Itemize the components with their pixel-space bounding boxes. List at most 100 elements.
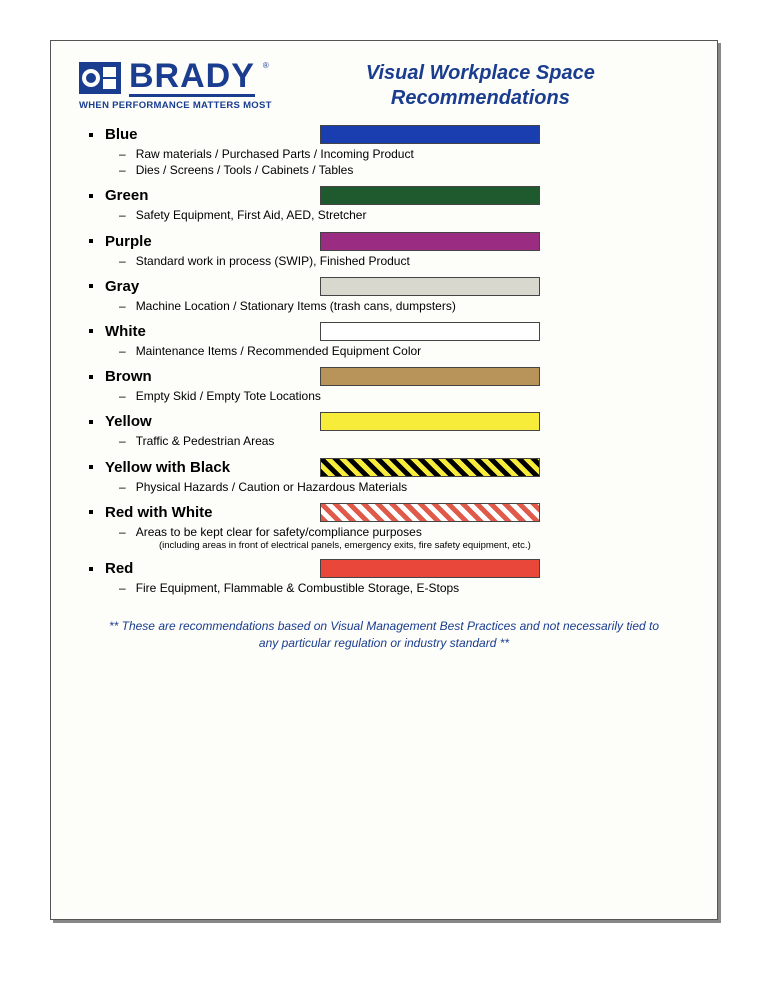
color-description-text: Fire Equipment, Flammable & Combustible … [136,580,459,596]
reg-mark: ® [263,61,269,70]
info-card: BRADY ® WHEN PERFORMANCE MATTERS MOST Vi… [50,40,718,920]
bullet-icon [89,510,93,514]
color-name: Green [105,187,320,204]
color-description-text: Raw materials / Purchased Parts / Incomi… [136,146,414,162]
color-description-text: Traffic & Pedestrian Areas [136,433,275,449]
color-entry-head: Yellow with Black [89,458,689,477]
color-entry: Gray –Machine Location / Stationary Items… [89,277,689,314]
brand-tagline: WHEN PERFORMANCE MATTERS MOST [79,100,272,111]
title-line-1: Visual Workplace Space [272,61,689,86]
color-entry: Green –Safety Equipment, First Aid, AED, … [89,186,689,223]
color-entry-head: Gray [89,277,689,296]
color-entry: Brown –Empty Skid / Empty Tote Locations [89,367,689,404]
color-descriptions: –Machine Location / Stationary Items (tr… [119,298,689,314]
brand-name: BRADY [129,59,255,97]
color-swatch [320,232,540,251]
color-swatch [320,186,540,205]
bullet-icon [89,567,93,571]
dash-icon: – [119,298,126,314]
color-description-text: Standard work in process (SWIP), Finishe… [136,253,410,269]
color-swatch [320,277,540,296]
dash-icon: – [119,433,126,449]
bullet-icon [89,133,93,137]
color-entry-head: Blue [89,125,689,144]
color-name: Purple [105,233,320,250]
color-descriptions: –Maintenance Items / Recommended Equipme… [119,343,689,359]
color-description-text: Dies / Screens / Tools / Cabinets / Tabl… [136,162,354,178]
color-description-text: Safety Equipment, First Aid, AED, Stretc… [136,207,367,223]
color-name: Gray [105,278,320,295]
dash-icon: – [119,343,126,359]
dash-icon: – [119,388,126,404]
color-descriptions: –Physical Hazards / Caution or Hazardous… [119,479,689,495]
color-entry: Yellow –Traffic & Pedestrian Areas [89,412,689,449]
color-entry: Yellow with Black –Physical Hazards / Cau… [89,458,689,495]
color-swatch [320,322,540,341]
color-name: Yellow [105,413,320,430]
bullet-icon [89,465,93,469]
color-description-line: –Dies / Screens / Tools / Cabinets / Tab… [119,162,689,178]
bullet-icon [89,284,93,288]
color-entry-head: Red with White [89,503,689,522]
color-description-line: –Fire Equipment, Flammable & Combustible… [119,580,689,596]
color-entry: Blue –Raw materials / Purchased Parts / I… [89,125,689,178]
color-entry-head: Green [89,186,689,205]
color-swatch [320,559,540,578]
color-description-line: –Areas to be kept clear for safety/compl… [119,524,689,540]
color-name: Brown [105,368,320,385]
color-description-line: –Maintenance Items / Recommended Equipme… [119,343,689,359]
color-description-line: –Physical Hazards / Caution or Hazardous… [119,479,689,495]
color-entry-head: Red [89,559,689,578]
color-entry-head: White [89,322,689,341]
color-descriptions: –Raw materials / Purchased Parts / Incom… [119,146,689,178]
color-swatch [320,503,540,522]
color-name: Blue [105,126,320,143]
bullet-icon [89,375,93,379]
color-name: Red [105,560,320,577]
dash-icon: – [119,146,126,162]
title-line-2: Recommendations [272,86,689,111]
bullet-icon [89,239,93,243]
brand-block: BRADY ® WHEN PERFORMANCE MATTERS MOST [79,59,272,111]
color-description-line: –Empty Skid / Empty Tote Locations [119,388,689,404]
header: BRADY ® WHEN PERFORMANCE MATTERS MOST Vi… [79,59,689,111]
bullet-icon [89,329,93,333]
color-name: Yellow with Black [105,459,320,476]
page-title: Visual Workplace Space Recommendations [272,59,689,111]
dash-icon: – [119,479,126,495]
color-descriptions: –Empty Skid / Empty Tote Locations [119,388,689,404]
dash-icon: – [119,207,126,223]
color-entry: Red –Fire Equipment, Flammable & Combusti… [89,559,689,596]
color-entry: Red with White –Areas to be kept clear fo… [89,503,689,552]
color-descriptions: –Standard work in process (SWIP), Finish… [119,253,689,269]
color-name: Red with White [105,504,320,521]
color-entry-head: Yellow [89,412,689,431]
color-entry: White –Maintenance Items / Recommended Eq… [89,322,689,359]
color-descriptions: –Safety Equipment, First Aid, AED, Stret… [119,207,689,223]
brady-logo-icon [79,62,121,94]
color-description-line: –Standard work in process (SWIP), Finish… [119,253,689,269]
color-description-text: Physical Hazards / Caution or Hazardous … [136,479,407,495]
color-list: Blue–Raw materials / Purchased Parts / I… [79,125,689,596]
footer-note: ** These are recommendations based on Vi… [79,618,689,650]
color-entry: Purple –Standard work in process (SWIP), … [89,232,689,269]
color-swatch [320,458,540,477]
color-description-text: Maintenance Items / Recommended Equipmen… [136,343,421,359]
color-description-line: –Safety Equipment, First Aid, AED, Stret… [119,207,689,223]
dash-icon: – [119,524,126,540]
bullet-icon [89,194,93,198]
color-description-text: Machine Location / Stationary Items (tra… [136,298,456,314]
color-entry-head: Purple [89,232,689,251]
page: BRADY ® WHEN PERFORMANCE MATTERS MOST Vi… [0,0,768,994]
color-swatch [320,412,540,431]
color-descriptions: –Fire Equipment, Flammable & Combustible… [119,580,689,596]
color-swatch [320,367,540,386]
color-description-text: Areas to be kept clear for safety/compli… [136,524,422,540]
color-descriptions: –Areas to be kept clear for safety/compl… [119,524,689,552]
bullet-icon [89,420,93,424]
color-entry-head: Brown [89,367,689,386]
color-subnote: (including areas in front of electrical … [159,540,689,551]
color-description-line: –Traffic & Pedestrian Areas [119,433,689,449]
color-name: White [105,323,320,340]
color-descriptions: –Traffic & Pedestrian Areas [119,433,689,449]
